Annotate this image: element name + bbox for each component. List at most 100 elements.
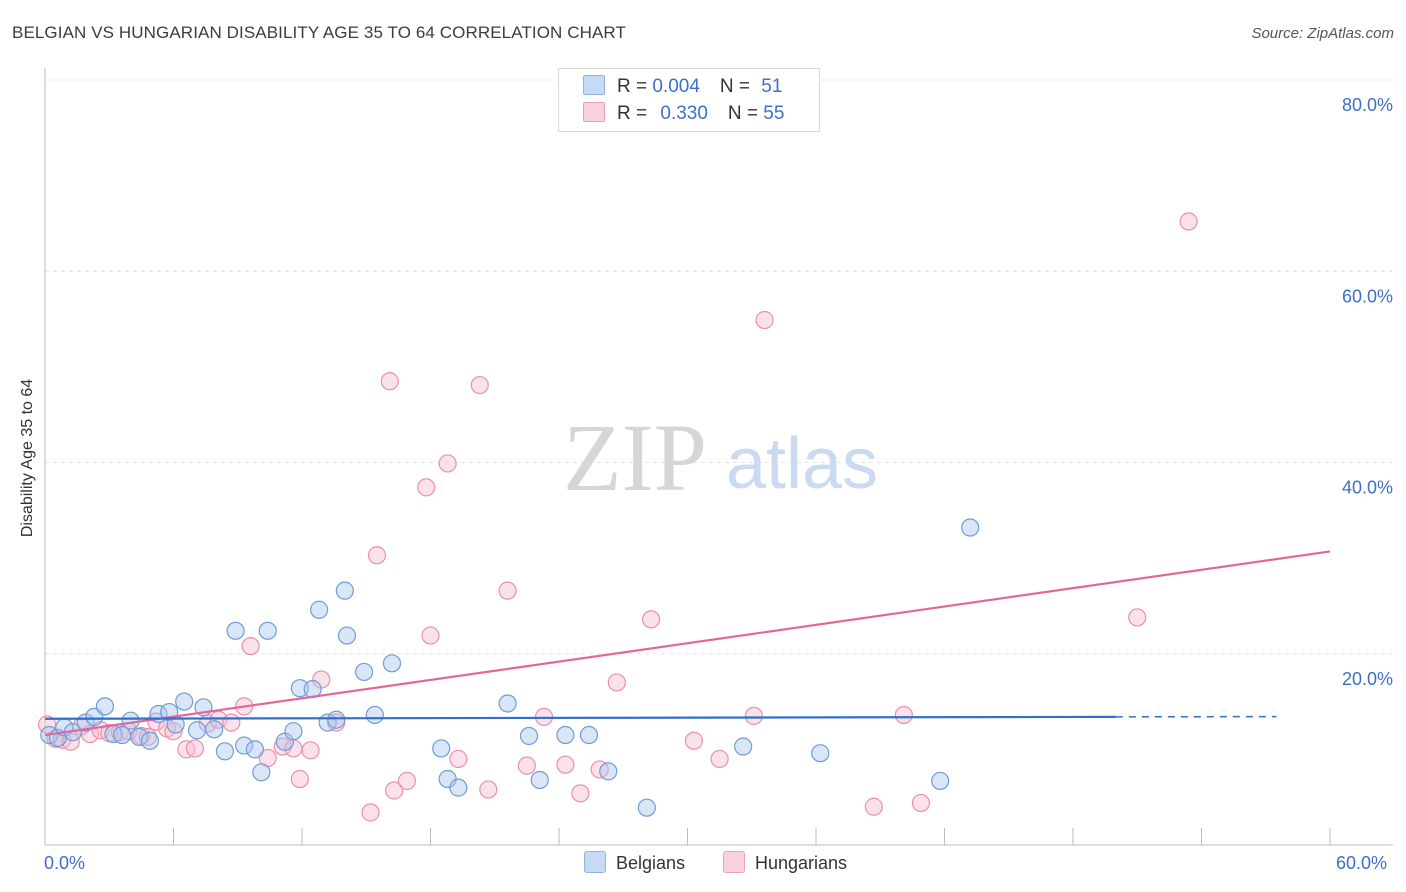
hungarian-point — [241, 636, 260, 656]
hungarian-point — [185, 739, 205, 758]
belgian-point — [579, 725, 599, 745]
legend-row-belgians: R = 0.004 N = 51 — [583, 75, 782, 98]
belgian-point — [530, 770, 549, 790]
belgian-point — [226, 621, 245, 640]
belgian-point — [130, 727, 149, 747]
hungarians-r-label: R = — [617, 103, 653, 124]
belgian-point — [337, 626, 357, 645]
hungarian-point — [164, 722, 183, 741]
bottom-belgians-label: Belgians — [616, 853, 686, 873]
axes — [44, 68, 1393, 846]
bottom-legend-hungarians: Hungarians — [723, 851, 847, 874]
hungarian-point — [1179, 212, 1198, 231]
hungarians-n-value: 55 — [763, 103, 785, 124]
watermark: ZIP atlas — [563, 404, 878, 511]
belgians-n-label: N = — [719, 76, 756, 97]
hungarian-point — [438, 454, 457, 473]
watermark-atlas: atlas — [726, 424, 878, 504]
hungarian-point — [421, 626, 440, 645]
bottom-hungarians-swatch — [723, 851, 745, 873]
belgian-point — [327, 710, 346, 729]
chart-title: BELGIAN VS HUNGARIAN DISABILITY AGE 35 T… — [12, 23, 626, 42]
belgian-point — [121, 711, 140, 730]
hungarian-point — [380, 372, 399, 391]
belgian-point — [215, 742, 234, 761]
hungarians-r-value: 0.330 — [660, 103, 708, 124]
hungarian-point — [417, 478, 436, 497]
bottom-belgians-swatch — [584, 851, 606, 873]
x-tick-label-min: 0.0% — [44, 853, 86, 873]
hungarian-point — [361, 803, 380, 822]
hungarian-point — [641, 610, 661, 629]
belgian-point — [258, 621, 277, 640]
hungarian-point — [571, 784, 590, 803]
belgian-point — [205, 720, 224, 739]
hungarian-point — [607, 673, 626, 692]
hungarian-point — [894, 705, 913, 725]
belgian-point — [637, 798, 656, 817]
belgian-point — [734, 737, 753, 756]
bottom-hungarians-label: Hungarians — [755, 853, 848, 873]
belgian-point — [284, 722, 303, 741]
belgian-point — [245, 740, 264, 759]
belgian-point — [961, 518, 980, 537]
belgian-point — [449, 778, 468, 797]
belgian-point — [175, 692, 194, 711]
hungarian-point — [301, 741, 320, 760]
belgian-point — [556, 725, 575, 745]
hungarian-point — [864, 797, 883, 816]
legend-row-hungarians: R = 0.330 N = 55 — [583, 102, 784, 125]
hungarian-point — [222, 713, 241, 732]
x-tick-label-max: 60.0% — [1336, 853, 1388, 873]
watermark-zip: ZIP — [563, 404, 707, 511]
belgian-point — [310, 600, 329, 619]
hungarian-point — [449, 749, 468, 769]
belgian-point — [931, 771, 950, 791]
hungarian-point — [744, 706, 763, 726]
belgian-point — [290, 679, 309, 698]
belgian-point — [252, 763, 271, 782]
source-label: Source: ZipAtlas.com — [1251, 25, 1394, 42]
hungarians-swatch — [583, 102, 605, 122]
y-tick-label-40: 40.0% — [1342, 478, 1393, 498]
belgians-r-value: 0.004 — [652, 76, 700, 97]
belgian-point — [519, 726, 539, 746]
belgian-point — [432, 739, 451, 758]
belgian-point — [498, 694, 517, 713]
belgians-points — [40, 518, 980, 817]
hungarian-point — [290, 769, 309, 789]
hungarians-n-label: N = — [727, 103, 764, 124]
belgians-swatch — [583, 75, 605, 95]
hungarian-point — [911, 793, 931, 813]
bottom-legend-belgians: Belgians — [584, 851, 685, 874]
hungarian-point — [367, 546, 387, 565]
belgian-point — [95, 697, 115, 716]
hungarian-point — [684, 731, 704, 750]
hungarian-point — [470, 375, 489, 395]
hungarian-point — [556, 755, 575, 774]
gridlines — [45, 79, 1393, 655]
hungarians-points — [38, 212, 1198, 822]
belgians-r-label: R = — [617, 76, 653, 97]
belgian-point — [382, 654, 402, 673]
belgians-trend-line — [44, 715, 1116, 720]
y-tick-label-80: 80.0% — [1342, 95, 1393, 115]
hungarian-point — [498, 581, 517, 600]
hungarian-point — [710, 749, 729, 769]
y-tick-label-20: 20.0% — [1342, 669, 1393, 689]
trend-lines — [44, 550, 1331, 737]
belgian-point — [599, 762, 618, 781]
y-tick-labels: 20.0% 40.0% 60.0% 80.0% — [1342, 95, 1393, 689]
hungarian-point — [1128, 608, 1147, 627]
hungarian-point — [384, 781, 404, 800]
y-tick-label-60: 60.0% — [1342, 286, 1393, 306]
hungarians-trend-line — [44, 550, 1331, 737]
belgian-point — [811, 744, 830, 763]
hungarian-point — [517, 756, 536, 775]
belgian-point — [365, 705, 384, 725]
hungarian-point — [755, 310, 774, 330]
stats-legend: R = 0.004 N = 51 R = 0.330 N = 55 — [558, 68, 820, 132]
belgian-point — [335, 581, 354, 600]
hungarian-point — [479, 780, 498, 799]
